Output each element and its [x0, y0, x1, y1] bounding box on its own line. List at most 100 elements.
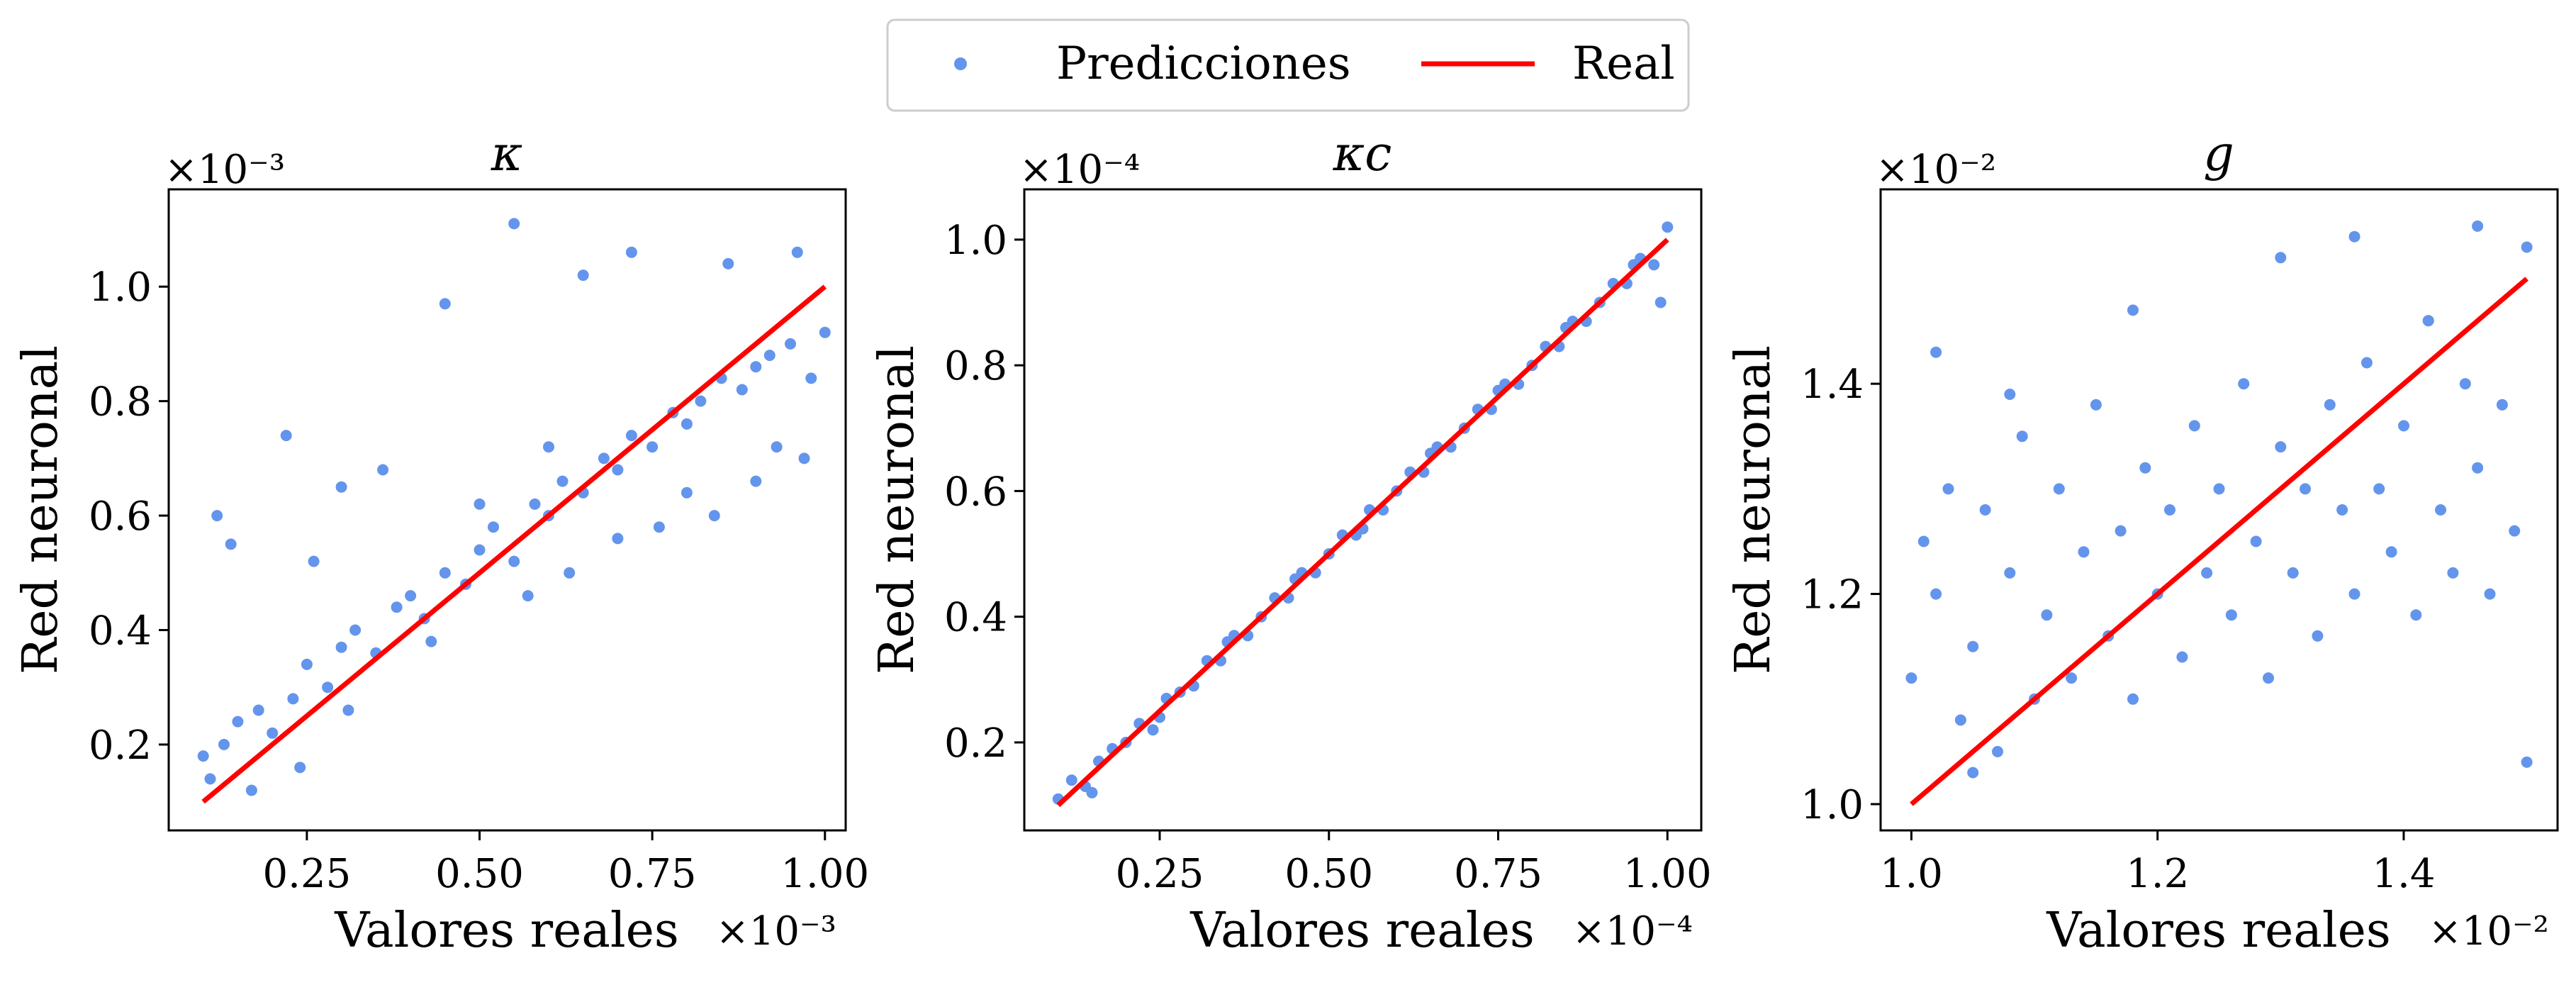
- scatter-point-kappa: [308, 555, 320, 567]
- scatter-point-g: [2263, 672, 2274, 684]
- scatter-point-g: [2373, 483, 2385, 495]
- scatter-point-kappa: [564, 567, 576, 579]
- scatter-point-g: [2472, 462, 2484, 474]
- scatter-point-g: [2361, 357, 2373, 369]
- scatter-point-g: [1905, 672, 1917, 684]
- scatter-point-g: [2348, 588, 2361, 600]
- scatter-point-kappa: [529, 498, 541, 510]
- y-tick-label: 0.4: [944, 595, 1007, 641]
- x-tick-label: 1.00: [780, 851, 869, 897]
- scatter-point-g: [2127, 304, 2139, 316]
- y-ticks-kappa-c: 0.2 0.4 0.6 0.8 1.0: [944, 218, 1024, 767]
- scatter-point-kappa: [771, 441, 783, 453]
- x-tick-label: 0.25: [263, 851, 352, 897]
- scatter-point-g: [2275, 441, 2287, 453]
- scatter-point-kappa: [267, 727, 279, 739]
- scatter-point-kappa: [722, 257, 734, 269]
- scatter-point-g: [2398, 420, 2409, 432]
- plot-area-g: [1879, 188, 2559, 832]
- scatter-point-kappa: [791, 246, 803, 258]
- scatter-point-kappa: [508, 555, 520, 567]
- scatter-point-kappa: [342, 704, 354, 716]
- x-multiplier-g: ×10⁻²: [2429, 908, 2549, 955]
- scatter-point-kappa: [322, 681, 334, 694]
- scatter-point-g: [1979, 504, 1991, 516]
- scatter-point-g: [1954, 714, 1966, 726]
- scatter-point-kappa: [681, 486, 693, 499]
- scatter-point-kappa: [577, 269, 589, 282]
- scatter-point-g: [2348, 230, 2361, 243]
- legend: Predicciones Real: [886, 18, 1690, 112]
- scatter-point-kappa: [598, 452, 610, 464]
- y-ticks-kappa: 0.2 0.4 0.6 0.8 1.0: [89, 265, 169, 769]
- y-tick-label: 0.8: [89, 379, 152, 425]
- scatter-point-kappa: [612, 464, 624, 476]
- panel-kappa-c: 0.25 0.50 0.75 1.00 0.2 0.4 0.6 0.8 1.0 κc ×10⁻…: [869, 126, 1712, 959]
- scatter-points-kappa-c: [1052, 221, 1674, 805]
- scatter-point-kappa: [197, 750, 209, 762]
- scatter-point-kappa: [488, 521, 499, 533]
- scatter-point-g: [2250, 535, 2262, 547]
- panel-g: 1.0 1.2 1.4 1.0 1.2 1.4 g ×10⁻² Valores real…: [1725, 126, 2559, 959]
- scatter-point-kappa-c: [1654, 296, 1667, 308]
- scatter-point-g: [2447, 567, 2459, 579]
- scatter-point-g: [2484, 588, 2496, 600]
- scatter-point-g: [2324, 399, 2336, 411]
- y-tick-label: 1.4: [1801, 362, 1864, 408]
- scatter-point-kappa: [405, 590, 417, 602]
- scatter-point-kappa: [204, 773, 216, 785]
- x-ticks-g: 1.0 1.2 1.4: [1880, 830, 2435, 897]
- scatter-point-g: [2238, 378, 2250, 390]
- scatter-point-g: [2509, 525, 2521, 537]
- scatter-point-kappa: [349, 624, 362, 636]
- x-ticks-kappa-c: 0.25 0.50 0.75 1.00: [1116, 830, 1712, 897]
- y-tick-label: 0.2: [89, 723, 152, 769]
- y-tick-label: 1.0: [89, 265, 152, 311]
- scatter-point-kappa: [294, 762, 306, 774]
- scatter-point-kappa: [335, 481, 347, 493]
- x-ticks-kappa: 0.25 0.50 0.75 1.00: [263, 830, 869, 897]
- scatter-point-kappa: [750, 475, 762, 487]
- scatter-point-kappa: [280, 430, 292, 442]
- scatter-point-g: [2004, 389, 2016, 400]
- x-tick-label: 0.50: [1284, 851, 1373, 897]
- x-tick-label: 1.4: [2372, 851, 2435, 897]
- scatter-point-g: [2090, 399, 2102, 411]
- scatter-point-g: [2078, 546, 2090, 558]
- scatter-point-g: [2521, 241, 2533, 253]
- scatter-point-kappa: [805, 372, 817, 384]
- scatter-point-kappa: [508, 218, 520, 230]
- real-line-kappa: [201, 284, 827, 804]
- scatter-point-kappa: [377, 464, 389, 476]
- x-tick-label: 1.2: [2126, 851, 2189, 897]
- scatter-point-g: [2287, 567, 2299, 579]
- scatter-point-kappa: [681, 418, 693, 430]
- scatter-point-kappa: [522, 590, 534, 602]
- scatter-point-kappa: [439, 298, 451, 310]
- plot-area-kappa: [167, 188, 847, 832]
- scatter-point-kappa-c: [1065, 774, 1077, 786]
- y-multiplier-g: ×10⁻²: [1876, 147, 1996, 193]
- scatter-point-kappa: [218, 738, 230, 750]
- scatter-point-g: [2459, 378, 2471, 390]
- scatter-point-kappa: [439, 567, 451, 579]
- x-tick-label: 0.50: [435, 851, 524, 897]
- scatter-point-kappa-c: [1648, 259, 1660, 271]
- legend-marker-predicciones: [954, 57, 967, 70]
- legend-label-real: Real: [1572, 38, 1675, 90]
- scatter-point-kappa: [763, 350, 775, 362]
- scatter-point-g: [1992, 745, 2003, 757]
- scatter-point-kappa: [245, 784, 257, 796]
- scatter-point-g: [2312, 630, 2324, 642]
- scatter-point-kappa-c: [1147, 724, 1159, 736]
- scatter-point-g: [2016, 430, 2028, 443]
- x-tick-label: 0.75: [608, 851, 697, 897]
- scatter-point-g: [2213, 483, 2225, 495]
- y-tick-label: 0.8: [944, 343, 1007, 389]
- y-tick-label: 0.2: [944, 720, 1007, 767]
- scatter-point-g: [1942, 483, 1954, 495]
- scatter-point-g: [2385, 546, 2397, 558]
- scatter-point-g: [2422, 315, 2434, 327]
- real-line-g: [1910, 277, 2529, 806]
- scatter-point-g: [1967, 640, 1979, 652]
